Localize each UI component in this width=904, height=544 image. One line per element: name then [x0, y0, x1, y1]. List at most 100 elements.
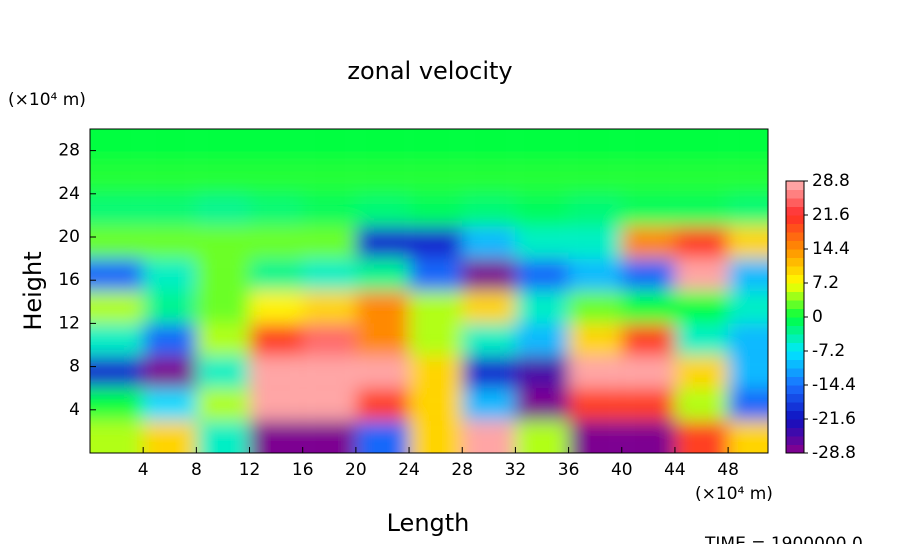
cell	[196, 355, 250, 389]
cell	[674, 323, 729, 356]
cell	[568, 161, 622, 194]
cell	[728, 161, 768, 194]
cell	[249, 323, 303, 356]
colorbar-band	[786, 198, 804, 207]
cell	[143, 226, 197, 259]
cell	[409, 161, 463, 194]
cell	[196, 161, 250, 194]
cell	[409, 323, 463, 356]
x-tick-label: 44	[664, 460, 686, 480]
cell	[143, 161, 197, 194]
colorbar-band	[786, 351, 804, 360]
colorbar-band	[786, 283, 804, 292]
colorbar-band	[786, 427, 804, 437]
cell	[462, 193, 516, 227]
colorbar-band	[786, 359, 804, 369]
colorbar-band	[786, 368, 804, 377]
cell	[462, 226, 516, 259]
x-tick-label: 8	[191, 460, 202, 480]
cell	[515, 193, 569, 227]
colorbar-band	[786, 385, 804, 394]
cell	[674, 420, 729, 453]
cell	[515, 355, 569, 389]
cell	[568, 323, 622, 356]
cell	[621, 226, 675, 259]
cell	[409, 388, 463, 421]
cell	[515, 258, 569, 291]
cell	[355, 420, 410, 453]
cell	[409, 193, 463, 227]
cell	[143, 291, 197, 324]
cell	[302, 323, 356, 356]
cell	[90, 291, 144, 324]
colorbar-band	[786, 206, 804, 216]
cell	[674, 388, 729, 421]
y-tick-label: 16	[58, 270, 80, 290]
cell	[674, 161, 729, 194]
cell	[249, 420, 303, 453]
cell	[90, 323, 144, 356]
x-tick-label: 16	[292, 460, 314, 480]
cell	[302, 193, 356, 227]
colorbar-band	[786, 189, 804, 199]
cell	[568, 420, 622, 453]
colorbar-band	[786, 402, 804, 411]
cell	[462, 323, 516, 356]
cell	[302, 129, 356, 162]
colorbar-band	[786, 444, 804, 454]
colorbar-band	[786, 393, 804, 403]
cell	[515, 161, 569, 194]
footer: TIME = 1900000.0	[704, 534, 863, 544]
cell	[674, 226, 729, 259]
colorbar-band	[786, 376, 804, 386]
cell	[515, 291, 569, 324]
colorbar-band	[786, 325, 804, 335]
cell	[462, 420, 516, 453]
cell	[355, 193, 410, 227]
cell	[249, 226, 303, 259]
cell	[621, 388, 675, 421]
colorbar-band	[786, 274, 804, 284]
y-tick-label: 8	[69, 357, 80, 377]
cell	[143, 129, 197, 162]
cell	[143, 193, 197, 227]
x-tick-label: 12	[239, 460, 261, 480]
cell	[90, 226, 144, 259]
colorbar-band	[786, 215, 804, 224]
cell	[462, 161, 516, 194]
cell	[621, 129, 675, 162]
y-tick-label: 24	[58, 184, 80, 204]
cell	[674, 291, 729, 324]
cell	[90, 388, 144, 421]
x-tick-label: 36	[558, 460, 580, 480]
cell	[568, 258, 622, 291]
colorbar-band	[786, 342, 804, 352]
y-tick-label: 20	[58, 227, 80, 247]
cell	[196, 291, 250, 324]
cell	[409, 258, 463, 291]
y-axis-label: Height	[19, 251, 47, 330]
cell	[302, 258, 356, 291]
cell	[462, 355, 516, 389]
cell	[409, 129, 463, 162]
colorbar-label: 28.8	[812, 171, 850, 191]
cell	[674, 129, 729, 162]
cell	[196, 193, 250, 227]
cell	[728, 388, 768, 421]
cell	[621, 420, 675, 453]
cell	[302, 420, 356, 453]
colorbar-band	[786, 410, 804, 420]
cell	[728, 420, 768, 453]
cell	[409, 355, 463, 389]
colorbar-label: -28.8	[812, 443, 856, 463]
cell	[462, 129, 516, 162]
colorbar-label: -14.4	[812, 375, 856, 395]
cell	[249, 355, 303, 389]
cell	[143, 420, 197, 453]
axes: 4 8 12 16 20 24 28 32 36 40 44 4848121620242828.821…	[58, 128, 856, 480]
cell	[728, 129, 768, 162]
cell	[355, 388, 410, 421]
cell	[355, 355, 410, 389]
x-tick-label: 48	[717, 460, 739, 480]
cell	[728, 291, 768, 324]
